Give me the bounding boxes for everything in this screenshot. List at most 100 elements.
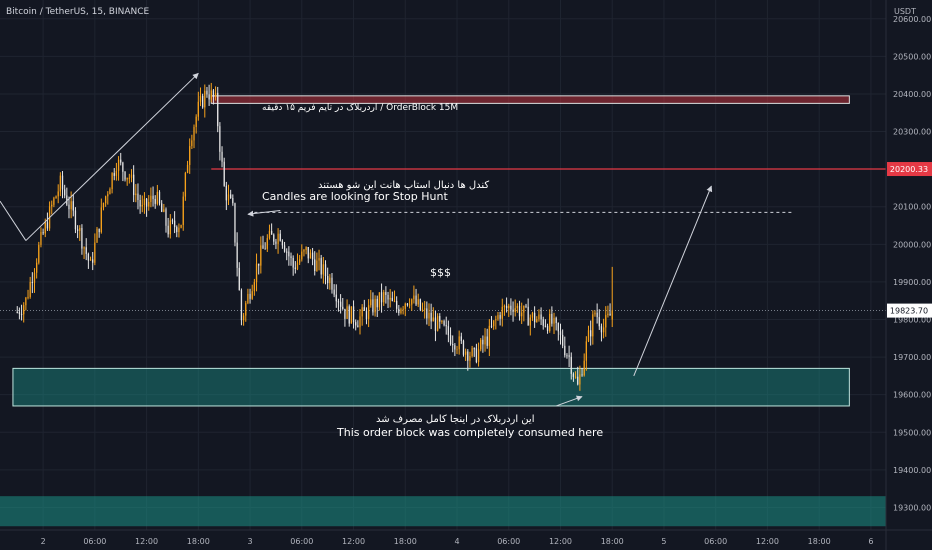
candle-body <box>602 327 605 333</box>
candle-body <box>443 321 445 326</box>
candle-body <box>521 312 523 317</box>
candle-body <box>201 95 204 108</box>
candle-body <box>273 234 275 242</box>
candle-body <box>305 247 307 251</box>
candles <box>16 82 613 391</box>
candle-body <box>367 305 370 319</box>
candle-body <box>152 195 154 200</box>
candle-body <box>579 374 581 385</box>
candle-body <box>607 313 609 316</box>
candle-body <box>404 303 406 309</box>
candle-body <box>464 351 467 355</box>
candle-body <box>303 250 305 252</box>
candle-body <box>74 210 77 230</box>
candle-body <box>316 260 318 271</box>
candle-body <box>488 325 490 346</box>
candle-body <box>357 325 359 328</box>
candle-body <box>145 198 148 207</box>
candle-body <box>471 348 473 357</box>
candle-body <box>111 173 113 190</box>
consumed-arrow <box>556 395 583 407</box>
candle-body <box>436 316 439 331</box>
candle-body <box>400 309 402 313</box>
candle-body <box>234 203 236 243</box>
candle-body <box>428 312 430 319</box>
candle-body <box>51 204 53 207</box>
candle-body <box>540 314 542 320</box>
candle-body <box>33 272 36 283</box>
dollar-signs: $$$ <box>430 266 451 279</box>
candle-body <box>288 251 290 257</box>
price-tick-label: 19600.00 <box>893 391 931 400</box>
candle-body <box>156 191 159 204</box>
candle-body <box>223 161 225 186</box>
candle-body <box>413 295 415 300</box>
candle-body <box>87 253 90 261</box>
price-tick-label: 19800.00 <box>893 316 931 325</box>
candle-body <box>57 191 59 197</box>
candle-body <box>383 292 385 303</box>
candle-body <box>344 308 346 319</box>
candle-body <box>18 312 21 314</box>
time-axis[interactable]: 2 06:00 12:00 18:00 3 06:00 12:00 18:00 4 06:00 12… <box>0 529 932 546</box>
candle-body <box>219 126 221 152</box>
grid <box>0 0 886 530</box>
candle-body <box>374 298 376 313</box>
candle-body <box>538 314 540 320</box>
candle-body <box>365 310 368 319</box>
time-tick-label: 12:00 <box>135 537 158 546</box>
candle-body <box>421 309 424 311</box>
candle-body <box>107 194 109 197</box>
candle-body <box>59 175 62 192</box>
candle-body <box>240 290 243 321</box>
time-tick-label: 06:00 <box>83 537 106 546</box>
candle-body <box>117 159 120 171</box>
candle-body <box>31 282 33 284</box>
candle-body <box>120 159 122 163</box>
candle-body <box>475 348 478 363</box>
candle-body <box>81 227 83 249</box>
candle-body <box>212 90 215 98</box>
candle-body <box>163 209 165 212</box>
candle-body <box>301 251 303 260</box>
orderblock-label: اردربلاک در تایم فریم ۱۵ دقیقه / OrderBl… <box>262 102 458 113</box>
trend-line-left <box>0 200 27 241</box>
candle-body <box>83 247 85 249</box>
candle-body <box>605 315 607 328</box>
candle-body <box>398 308 400 313</box>
candle-body <box>499 315 501 319</box>
candle-body <box>191 140 193 147</box>
candle-body <box>309 252 312 259</box>
candle-body <box>208 94 210 100</box>
candle-body <box>53 198 55 205</box>
candle-body <box>583 360 585 376</box>
candle-body <box>337 301 340 303</box>
candle-body <box>139 200 141 207</box>
candle-body <box>348 306 350 324</box>
candle-body <box>178 227 180 233</box>
projection-arrow <box>633 185 713 377</box>
candle-body <box>262 245 264 249</box>
candle-body <box>264 248 266 250</box>
candle-body <box>544 325 547 327</box>
candle-body <box>89 259 92 261</box>
candle-body <box>590 330 592 337</box>
candle-body <box>346 306 348 319</box>
price-axis[interactable]: 19300.00 19400.00 19500.00 19600.00 19700.00… <box>885 0 932 550</box>
candle-body <box>133 174 135 196</box>
candle-body <box>484 336 486 345</box>
candle-body <box>480 339 482 350</box>
candle-body <box>85 247 87 254</box>
candle-body <box>180 224 182 228</box>
price-tick-label: 20600.00 <box>893 15 931 24</box>
candle-body <box>339 301 342 307</box>
candle-body <box>92 259 94 263</box>
candle-body <box>281 240 284 246</box>
candle-body <box>546 325 549 331</box>
candle-body <box>359 316 361 328</box>
candle-body <box>447 326 450 336</box>
uptrend-arrow <box>25 72 199 241</box>
candle-body <box>372 299 374 313</box>
